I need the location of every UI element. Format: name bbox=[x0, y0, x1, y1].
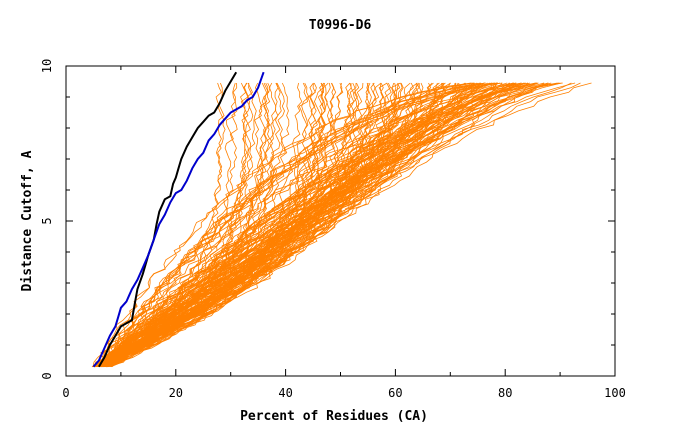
model-curve bbox=[101, 82, 472, 368]
model-curve bbox=[104, 82, 545, 368]
model-curve bbox=[102, 82, 563, 367]
highlight-series-line-2 bbox=[92, 71, 265, 368]
y-tick-label: 10 bbox=[40, 59, 54, 73]
model-curve bbox=[102, 82, 559, 367]
model-curve bbox=[101, 82, 499, 367]
model-curve bbox=[103, 82, 503, 367]
model-curve bbox=[106, 82, 581, 368]
model-curve bbox=[97, 82, 592, 368]
model-curve bbox=[111, 82, 513, 367]
model-curve bbox=[105, 82, 522, 367]
x-axis-label: Percent of Residues (CA) bbox=[240, 409, 428, 424]
x-tick-label: 0 bbox=[62, 386, 69, 400]
y-tick-label: 0 bbox=[40, 372, 54, 379]
model-curve bbox=[107, 82, 526, 367]
x-tick-label: 60 bbox=[388, 386, 402, 400]
model-curves-background bbox=[91, 82, 592, 368]
x-tick-label: 80 bbox=[498, 386, 512, 400]
model-curve bbox=[100, 82, 526, 367]
highlighted-model-curves bbox=[92, 71, 265, 368]
model-curve bbox=[110, 82, 498, 367]
model-curve bbox=[96, 82, 576, 368]
model-curve bbox=[92, 82, 472, 367]
chart-title: T0996-D6 bbox=[309, 18, 372, 33]
y-axis-label: Distance Cutoff, A bbox=[20, 150, 35, 291]
model-curve bbox=[97, 82, 475, 367]
model-curve bbox=[94, 82, 497, 368]
x-axis: 0 20 40 60 80 100 bbox=[62, 66, 626, 400]
model-curve bbox=[103, 82, 473, 368]
y-tick-label: 5 bbox=[40, 217, 54, 224]
model-curve bbox=[92, 82, 572, 368]
x-tick-label: 40 bbox=[278, 386, 292, 400]
y-axis: 0 5 10 bbox=[40, 59, 615, 380]
highlight-series-line-1 bbox=[98, 71, 238, 368]
model-curve bbox=[106, 82, 511, 367]
x-tick-label: 100 bbox=[604, 386, 626, 400]
x-tick-label: 20 bbox=[169, 386, 183, 400]
